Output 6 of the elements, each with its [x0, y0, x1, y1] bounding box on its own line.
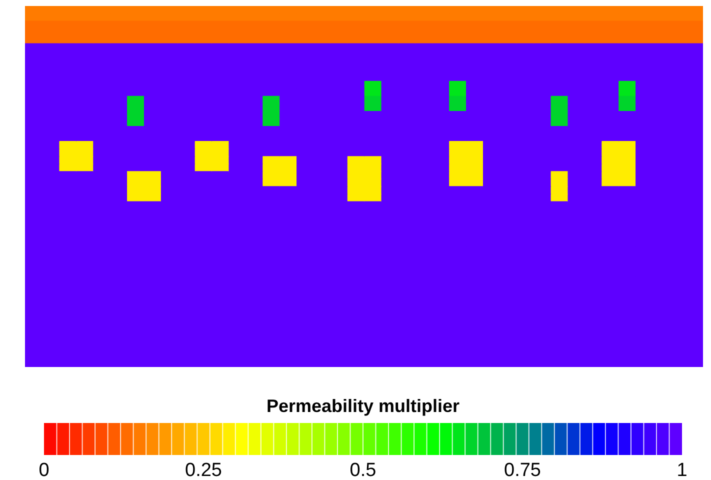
color-bar-label: 0.75: [504, 460, 541, 480]
color-bar-label: 0: [38, 460, 50, 480]
color-bar-label: 0.25: [185, 460, 222, 480]
color-bar-title: Permeability multiplier: [266, 396, 460, 416]
color-bar-label: 0.5: [350, 460, 376, 480]
color-bar-label: 1: [676, 460, 688, 480]
